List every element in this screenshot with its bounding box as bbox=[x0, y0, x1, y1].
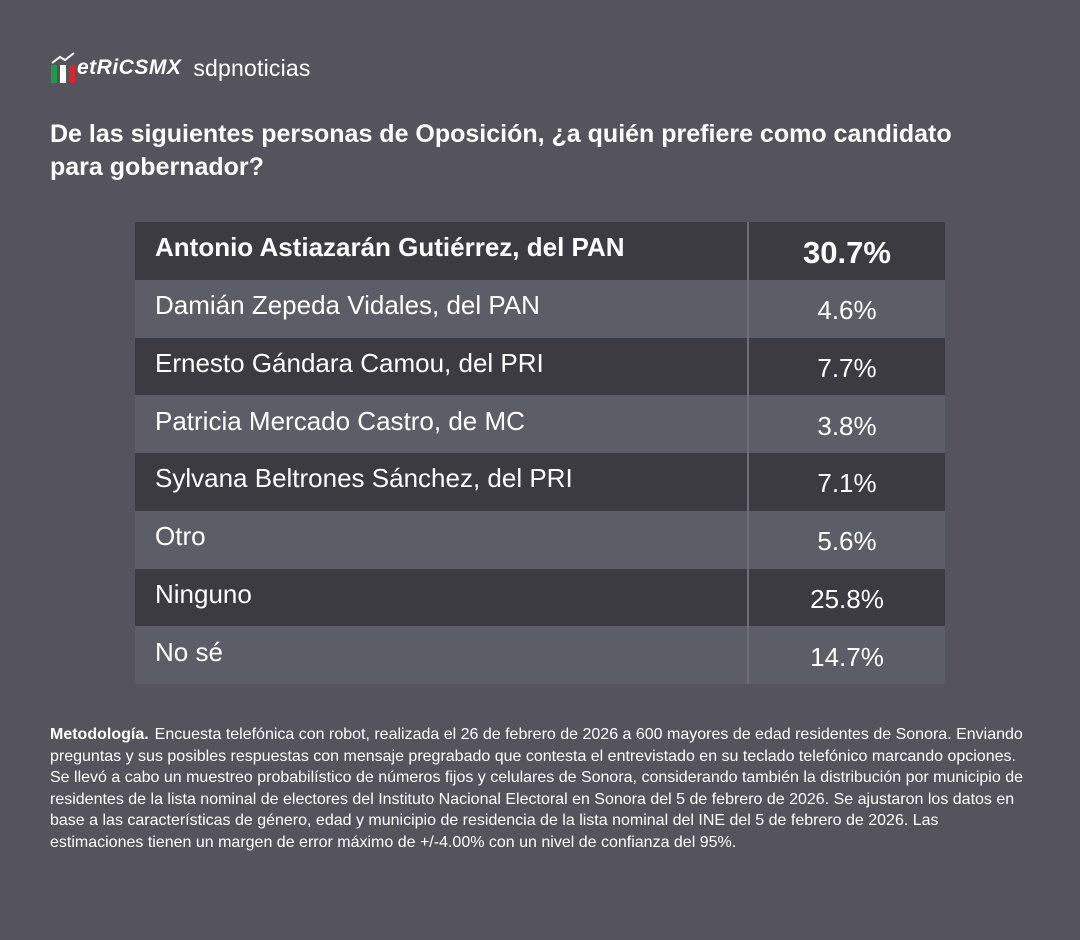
table-body: Antonio Astiazarán Gutiérrez, del PAN 30.… bbox=[135, 222, 945, 684]
methodology-label: Metodología. bbox=[50, 726, 149, 743]
percentage: 25.8% bbox=[747, 568, 945, 627]
percentage: 4.6% bbox=[747, 279, 945, 338]
percentage: 3.8% bbox=[747, 395, 945, 453]
candidate-name: Ernesto Gándara Camou, del PRI bbox=[135, 337, 748, 396]
methodology-text: Encuesta telefónica con robot, realizada… bbox=[50, 726, 1023, 851]
table-row: Ernesto Gándara Camou, del PRI 7.7% bbox=[135, 337, 945, 396]
candidate-name: Ninguno bbox=[135, 568, 748, 627]
results-table: Antonio Astiazarán Gutiérrez, del PAN 30.… bbox=[135, 222, 945, 684]
logo-text: etRiCSMX bbox=[77, 56, 182, 79]
table-row: Damián Zepeda Vidales, del PAN 4.6% bbox=[135, 279, 945, 338]
candidate-name: Sylvana Beltrones Sánchez, del PRI bbox=[135, 453, 748, 511]
table-row: Ninguno 25.8% bbox=[135, 568, 945, 627]
candidate-name: Otro bbox=[135, 510, 748, 569]
percentage: 7.1% bbox=[747, 453, 945, 511]
methodology: Metodología. Encuesta telefónica con robo… bbox=[50, 724, 1030, 854]
table-row: Antonio Astiazarán Gutiérrez, del PAN 30.… bbox=[135, 222, 945, 280]
table-row: Sylvana Beltrones Sánchez, del PRI 7.1% bbox=[135, 453, 945, 511]
candidate-name: Antonio Astiazarán Gutiérrez, del PAN bbox=[135, 222, 748, 280]
percentage: 14.7% bbox=[747, 626, 945, 684]
table-row: Otro 5.6% bbox=[135, 510, 945, 569]
candidate-name: No sé bbox=[135, 626, 748, 684]
table-row: Patricia Mercado Castro, de MC 3.8% bbox=[135, 395, 945, 453]
percentage: 7.7% bbox=[747, 337, 945, 396]
partner-logo: sdpnoticias bbox=[193, 54, 311, 81]
percentage: 30.7% bbox=[747, 222, 945, 280]
candidate-name: Damián Zepeda Vidales, del PAN bbox=[135, 279, 748, 338]
question-title: De las siguientes personas de Oposición,… bbox=[50, 120, 952, 181]
brand-header: etRiCSMX sdpnoticias bbox=[50, 48, 311, 88]
logo-icon bbox=[51, 52, 75, 83]
percentage: 5.6% bbox=[747, 510, 945, 569]
table-row: No sé 14.7% bbox=[135, 626, 945, 684]
candidate-name: Patricia Mercado Castro, de MC bbox=[135, 395, 748, 453]
